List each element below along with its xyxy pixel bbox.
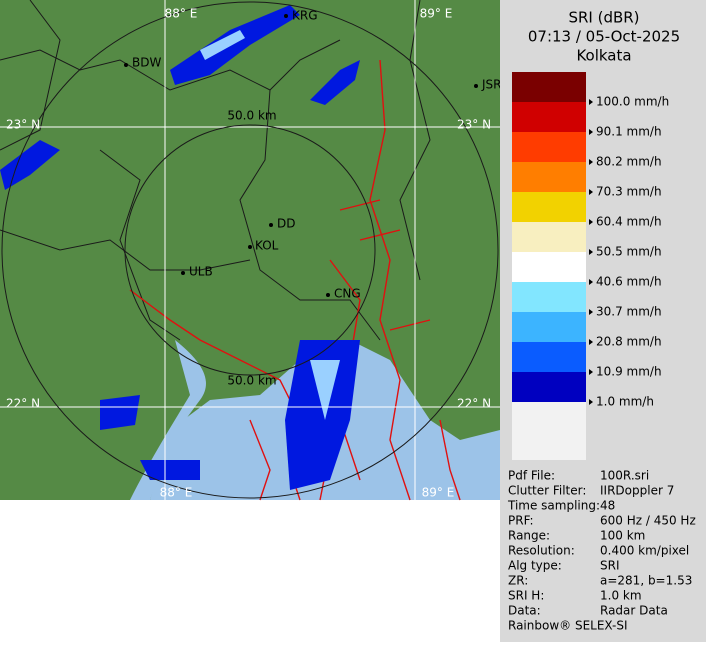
footer: Rainbow® SELEX-SI: [508, 619, 628, 633]
legend-swatch: [512, 222, 586, 252]
legend-pointer: [589, 309, 593, 315]
grid-label: 22° N: [457, 397, 491, 411]
range-label: 50.0 km: [227, 109, 276, 123]
legend-pointer: [589, 279, 593, 285]
legend-pointer: [589, 339, 593, 345]
info-value: 100 km: [600, 529, 645, 543]
info-key: Alg type:: [508, 559, 562, 573]
range-label: 50.0 km: [227, 374, 276, 388]
range-ring: [124, 124, 376, 376]
rain-light: [200, 30, 340, 420]
legend-label: 90.1 mm/h: [596, 125, 662, 139]
legend: 100.0 mm/h 90.1 mm/h 80.2 mm/h 70.3 mm/h 60.…: [512, 72, 669, 460]
legend-label: 30.7 mm/h: [596, 305, 662, 319]
estuary: [130, 340, 206, 500]
place-label: JSR: [481, 78, 502, 92]
legend-label: 10.9 mm/h: [596, 365, 662, 379]
rain-echoes: [0, 5, 360, 490]
info-value: 1.0 km: [600, 589, 642, 603]
info-value: Radar Data: [600, 604, 668, 618]
info-key: PRF:: [508, 514, 534, 528]
info-value: 100R.sri: [600, 469, 649, 483]
grid-label: 89° E: [420, 7, 453, 21]
legend-label: 40.6 mm/h: [596, 275, 662, 289]
legend-pointer: [589, 129, 593, 135]
legend-pointer: [589, 99, 593, 105]
grid-label: 88° E: [160, 486, 193, 500]
info-value: SRI: [600, 559, 620, 573]
legend-label: 100.0 mm/h: [596, 95, 669, 109]
legend-swatch: [512, 312, 586, 342]
legend-swatch: [512, 162, 586, 192]
place-label: CNG: [334, 287, 361, 301]
grid-label: 89° E: [422, 486, 455, 500]
legend-pointer: [589, 219, 593, 225]
info-key: Clutter Filter:: [508, 484, 586, 498]
site-name: Kolkata: [576, 47, 631, 65]
legend-pointer: [589, 249, 593, 255]
legend-label: 1.0 mm/h: [596, 395, 654, 409]
info-key: Resolution:: [508, 544, 575, 558]
info-value: IIRDoppler 7: [600, 484, 674, 498]
legend-swatch: [512, 372, 586, 402]
product-title: SRI (dBR): [568, 9, 639, 27]
legend-pointer: [589, 189, 593, 195]
place-label: BDW: [132, 56, 161, 70]
info-key: ZR:: [508, 574, 528, 588]
info-key: Pdf File:: [508, 469, 555, 483]
range-ring: [1, 1, 499, 499]
legend-swatch: [512, 132, 586, 162]
legend-label: 60.4 mm/h: [596, 215, 662, 229]
legend-empty: [512, 402, 586, 460]
grid-label: 22° N: [6, 397, 40, 411]
legend-swatch: [512, 102, 586, 132]
info-value: 48: [600, 499, 615, 513]
legend-swatch: [512, 282, 586, 312]
info-value: a=281, b=1.53: [600, 574, 692, 588]
info-key: Range:: [508, 529, 550, 543]
info-value: 0.400 km/pixel: [600, 544, 689, 558]
legend-label: 80.2 mm/h: [596, 155, 662, 169]
grid-label: 88° E: [165, 7, 198, 21]
info-key: SRI H:: [508, 589, 544, 603]
legend-pointer: [589, 369, 593, 375]
place-label: KRG: [292, 9, 318, 23]
legend-label: 70.3 mm/h: [596, 185, 662, 199]
info-key: Time sampling:: [507, 499, 600, 513]
boundaries: [0, 0, 431, 341]
info-key: Data:: [508, 604, 541, 618]
grid-label: 23° N: [6, 118, 40, 132]
legend-swatch: [512, 252, 586, 282]
legend-label: 50.5 mm/h: [596, 245, 662, 259]
info-table: Pdf File: 100R.sri Clutter Filter: IIRDoppl…: [507, 469, 696, 618]
info-value: 600 Hz / 450 Hz: [600, 514, 696, 528]
place-label: KOL: [255, 239, 279, 253]
grid-label: 23° N: [457, 118, 491, 132]
legend-swatch: [512, 342, 586, 372]
legend-swatch: [512, 192, 586, 222]
legend-pointer: [589, 159, 593, 165]
legend-pointer: [589, 399, 593, 405]
legend-label: 20.8 mm/h: [596, 335, 662, 349]
timestamp: 07:13 / 05-Oct-2025: [528, 28, 680, 46]
lat-lon-grid: [0, 0, 500, 500]
place-label: ULB: [189, 265, 213, 279]
place-label: DD: [277, 217, 295, 231]
legend-swatch: [512, 72, 586, 102]
